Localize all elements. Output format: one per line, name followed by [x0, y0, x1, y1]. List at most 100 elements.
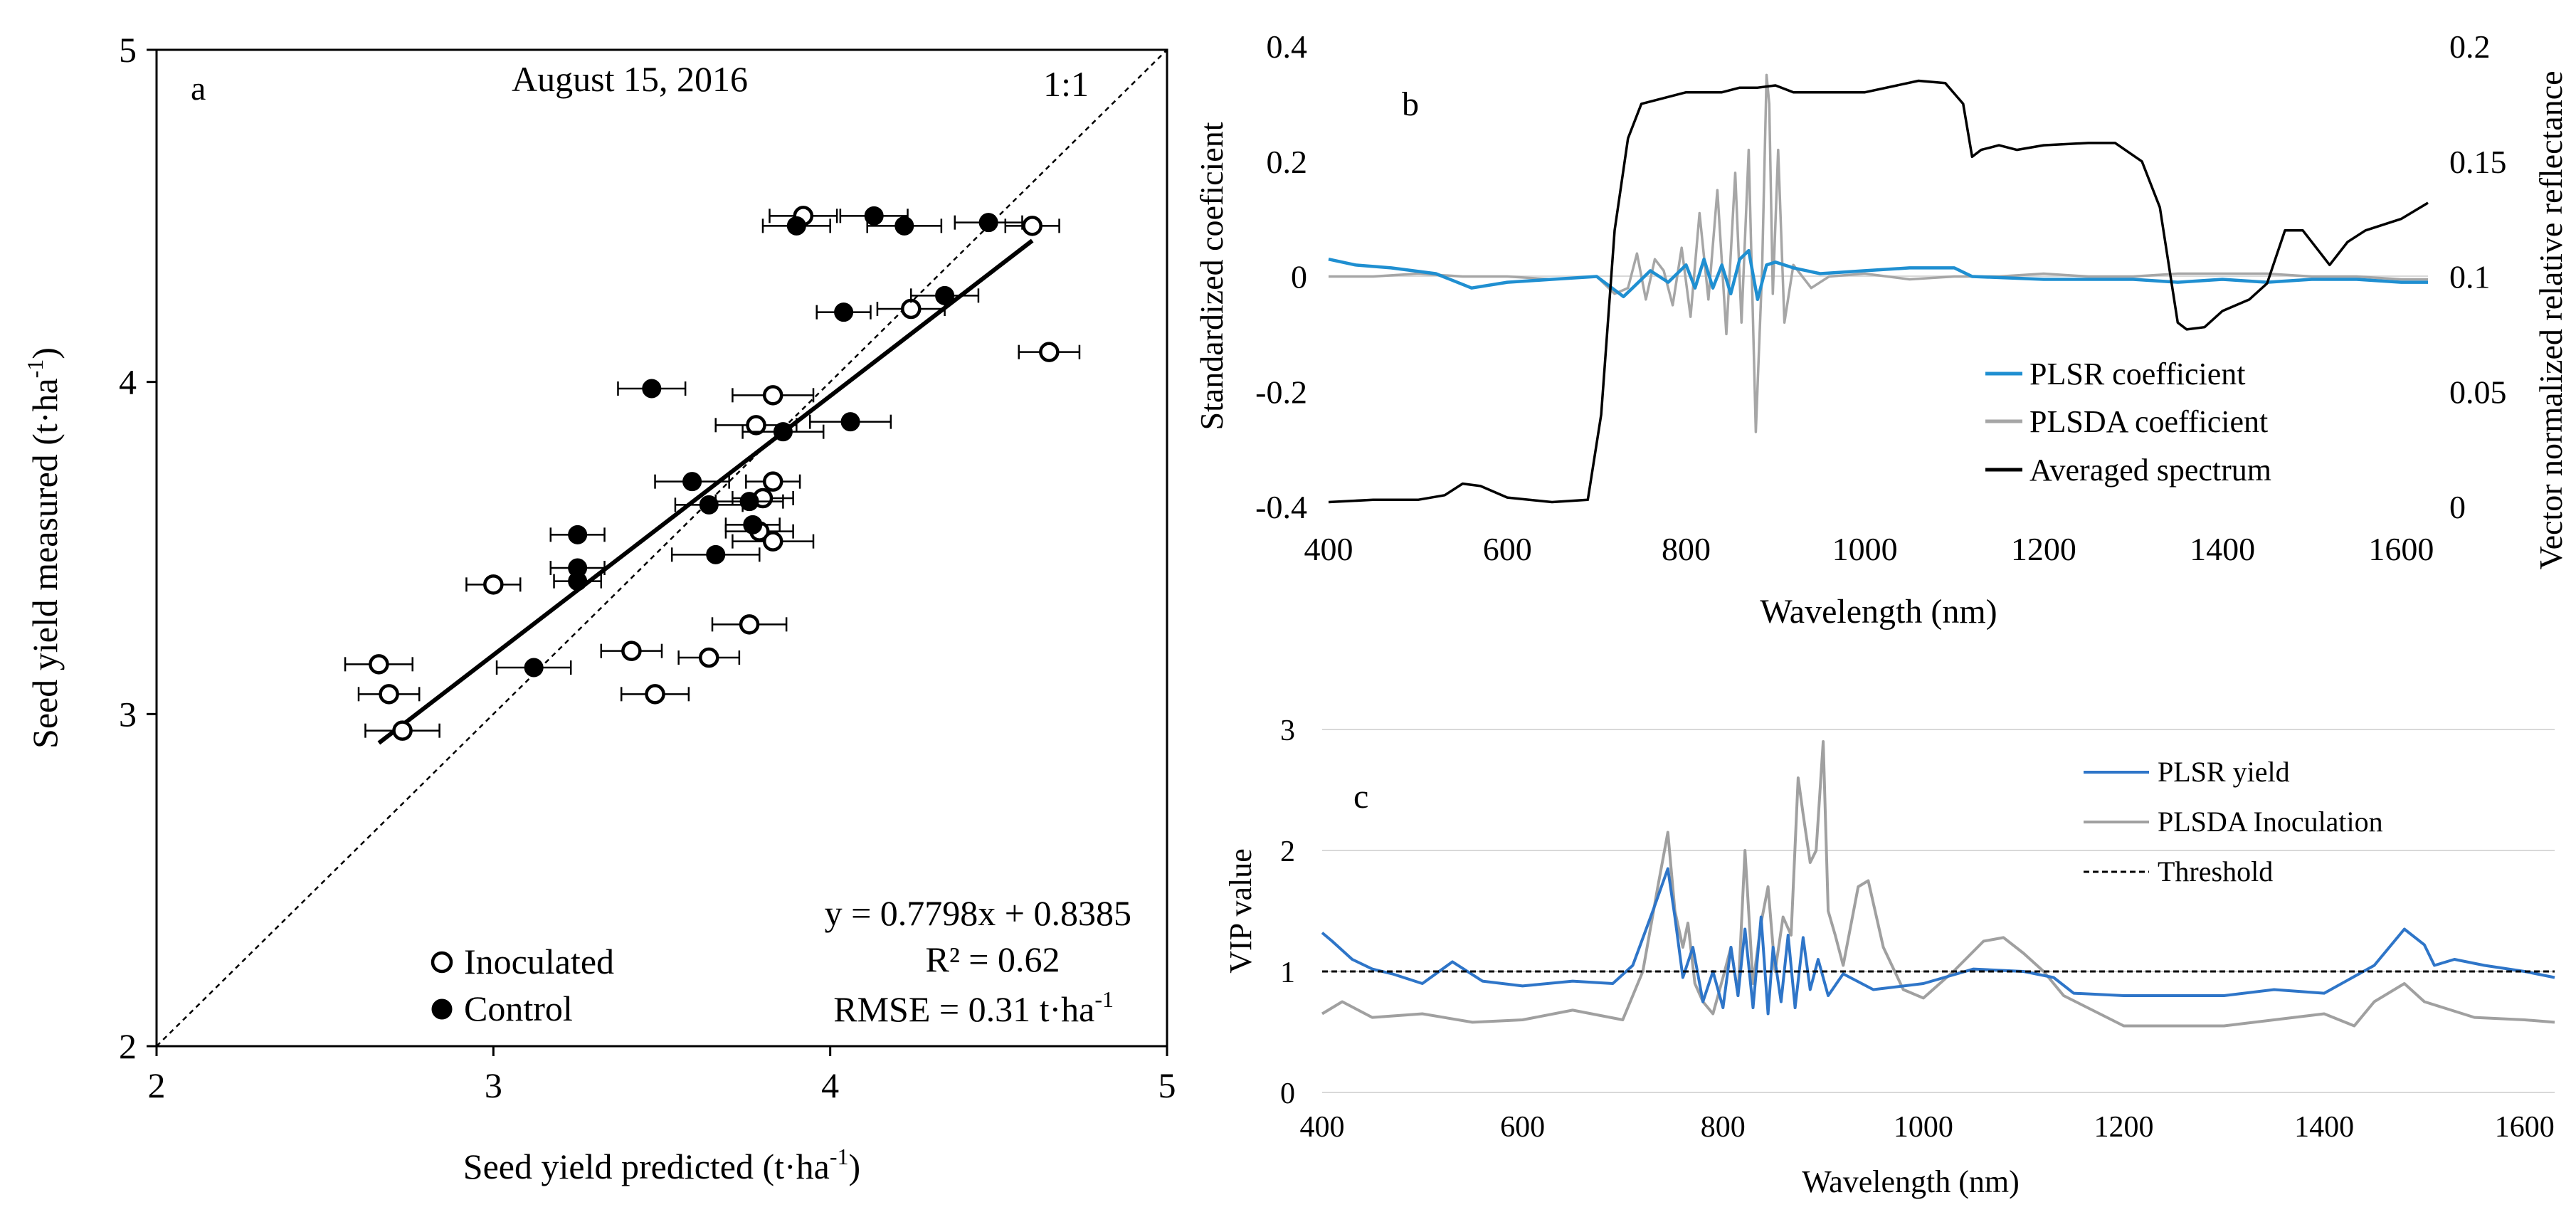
panel-c-letter: c [1353, 778, 1368, 816]
y-tick-label: 2 [119, 1026, 137, 1066]
x-tick-label: 600 [1500, 1111, 1545, 1144]
x-tick-label: 800 [1662, 531, 1711, 567]
x-tick-label: 1400 [2190, 531, 2255, 567]
legend-label-plsda-inoculation: PLSDA Inoculation [2158, 806, 2383, 838]
x-tick-label: 5 [1158, 1065, 1176, 1105]
data-point-inoculated [699, 647, 719, 668]
secondary-y-tick-label: 0.2 [2449, 28, 2491, 65]
data-point-control [524, 658, 544, 678]
data-point-inoculated [369, 654, 389, 675]
y-tick-label: 1 [1280, 957, 1295, 989]
plsda-inoculation-line [1321, 740, 2555, 1028]
y-tick-label: -0.4 [1255, 489, 1307, 525]
regression-line [377, 238, 1034, 745]
data-point-inoculated [621, 641, 642, 661]
legend-label-control: Control [464, 989, 573, 1028]
x-tick-label: 1600 [2495, 1111, 2555, 1144]
data-point-control [568, 571, 588, 591]
data-point-control [894, 216, 914, 236]
panel-c-legend: PLSR yield PLSDA Inoculation Threshold [2084, 756, 2383, 887]
data-point-control [739, 492, 759, 512]
regression-r2: R² = 0.62 [925, 939, 1060, 979]
data-point-control [773, 422, 793, 442]
plsr-yield-line [1321, 867, 2555, 1016]
panel-b-series-lines [1328, 73, 2429, 504]
data-point-control [978, 213, 998, 233]
x-tick-label: 400 [1300, 1111, 1345, 1144]
panel-b-tick-labels: 400 600 800 1000 1200 1400 1600 -0.4 -0.2 0 0.2 0.4… [1255, 28, 2506, 567]
x-tick-label: 600 [1483, 531, 1532, 567]
data-point-control [706, 544, 726, 564]
y-tick-label: 4 [119, 362, 137, 402]
x-tick-label: 1000 [1832, 531, 1898, 567]
data-point-inoculated [762, 471, 783, 492]
y-tick-label: 0 [1291, 259, 1307, 295]
panel-a-title: August 15, 2016 [512, 59, 748, 99]
panel-a-plot-frame [155, 48, 1168, 1048]
averaged-spectrum-line [1328, 79, 2429, 504]
data-point-inoculated [379, 684, 399, 705]
data-point-control [840, 412, 860, 432]
panel-a-tick-labels: 2 3 4 5 2 3 4 5 [119, 30, 1176, 1105]
panel-b-x-axis-title: Wavelength (nm) [1760, 593, 1997, 631]
regression-rmse: RMSE = 0.31 t·ha-1 [833, 986, 1114, 1029]
panel-a-y-axis-title: Seed yield measured (t·ha-1) [22, 347, 65, 749]
data-point-control [935, 285, 955, 305]
data-point-control [568, 525, 588, 544]
data-point-inoculated [483, 574, 504, 595]
legend-label-plsr-coefficient: PLSR coefficient [2029, 357, 2245, 391]
data-point-inoculated [645, 684, 665, 705]
x-tick-label: 1200 [2011, 531, 2076, 567]
plsda-coefficient-line [1329, 73, 2428, 433]
panel-a-reference-lines [156, 49, 1168, 1047]
panel-c-tick-labels: 400 600 800 1000 1200 1400 1600 0 1 2 3 [1280, 715, 2555, 1144]
secondary-y-tick-label: 0.1 [2449, 259, 2491, 295]
legend-marker-inoculated [431, 951, 453, 974]
panel-b-legend: PLSR coefficient PLSDA coefficient Avera… [1985, 357, 2271, 488]
y-tick-label: 5 [119, 30, 137, 70]
legend-label-plsr-yield: PLSR yield [2158, 756, 2290, 788]
data-point-inoculated [746, 415, 766, 436]
y-tick-label: 2 [1280, 836, 1295, 868]
data-point-control [834, 302, 854, 322]
one-to-one-label: 1:1 [1043, 64, 1089, 104]
panel-b-line-chart: 400 600 800 1000 1200 1400 1600 -0.4 -0.2 0 0.2 0.4… [1193, 28, 2569, 631]
panel-b-secondary-y-axis-title: Vector normalized relative reflectance [2533, 70, 2569, 569]
data-point-control [682, 472, 702, 492]
data-point-inoculated [762, 531, 783, 552]
x-tick-label: 1200 [2094, 1111, 2154, 1144]
secondary-y-tick-label: 0 [2449, 489, 2466, 525]
data-point-control [699, 495, 719, 515]
data-point-inoculated [392, 720, 413, 741]
data-point-inoculated [901, 298, 922, 320]
x-tick-label: 3 [485, 1065, 502, 1105]
y-tick-label: 0.4 [1267, 28, 1308, 65]
data-point-control [864, 206, 884, 226]
legend-label-plsda-coefficient: PLSDA coefficient [2029, 404, 2268, 439]
plsr-coefficient-line [1328, 248, 2428, 302]
data-point-control [786, 216, 806, 236]
data-point-control [642, 379, 662, 399]
panel-c-series-lines [1321, 740, 2555, 1028]
panel-a-legend: Inoculated Control [431, 942, 614, 1028]
y-tick-label: -0.2 [1255, 374, 1307, 410]
x-tick-label: 4 [821, 1065, 839, 1105]
legend-marker-control [431, 998, 453, 1020]
secondary-y-tick-label: 0.05 [2449, 374, 2507, 410]
legend-label-inoculated: Inoculated [464, 942, 614, 981]
data-point-inoculated [1039, 342, 1060, 362]
secondary-y-tick-label: 0.15 [2449, 144, 2507, 180]
regression-equation: y = 0.7798x + 0.8385 [825, 893, 1131, 933]
y-tick-label: 3 [1280, 715, 1295, 747]
x-tick-label: 400 [1304, 531, 1353, 567]
x-tick-label: 1000 [1894, 1111, 1953, 1144]
panel-a-x-axis-title: Seed yield predicted (t·ha-1) [463, 1144, 860, 1186]
panel-a-points [344, 206, 1081, 741]
panel-c-y-axis-title: VIP value [1223, 848, 1258, 974]
y-tick-label: 0.2 [1267, 144, 1308, 180]
x-tick-label: 1400 [2294, 1111, 2354, 1144]
x-tick-label: 1600 [2368, 531, 2434, 567]
legend-label-averaged-spectrum: Averaged spectrum [2029, 453, 2271, 488]
x-tick-label: 800 [1701, 1111, 1746, 1144]
